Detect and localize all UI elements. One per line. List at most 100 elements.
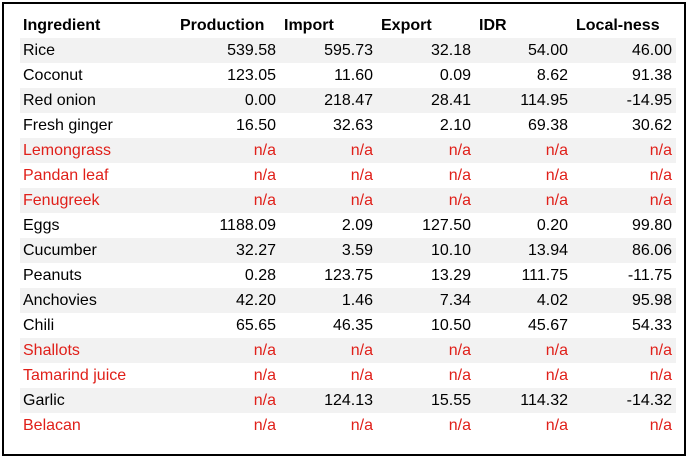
- table-row: Coconut 123.05 11.60 0.09 8.62 91.38: [20, 63, 676, 88]
- table-row: Lemongrass n/a n/a n/a n/a n/a: [20, 138, 676, 163]
- import-cell: 123.75: [324, 267, 373, 284]
- export-cell: n/a: [377, 188, 475, 213]
- table-row: Eggs 1188.09 2.09 127.50 0.20 99.80: [20, 213, 676, 238]
- ingredient-name-cell: Chili: [23, 317, 55, 334]
- localness-cell: -14.32: [572, 388, 676, 413]
- idr-cell: 114.32: [475, 388, 572, 413]
- idr-cell: n/a: [475, 138, 572, 163]
- idr-cell: n/a: [545, 367, 568, 384]
- localness-cell: n/a: [572, 138, 676, 163]
- table-row: Tamarind juice n/a n/a n/a n/a n/a: [20, 363, 676, 388]
- idr-cell: 111.75: [521, 267, 568, 284]
- table-row: Anchovies 42.20 1.46 7.34 4.02 95.98: [20, 288, 676, 313]
- ingredient-name-cell: Peanuts: [23, 267, 82, 284]
- production-cell: n/a: [180, 338, 280, 363]
- localness-cell: 91.38: [631, 67, 672, 84]
- localness-cell: 99.80: [631, 217, 672, 234]
- production-cell: n/a: [180, 388, 280, 413]
- production-cell: 65.65: [235, 317, 276, 334]
- table-row: Belacan n/a n/a n/a n/a n/a: [20, 413, 676, 438]
- production-cell: n/a: [180, 138, 280, 163]
- localness-cell: n/a: [649, 417, 672, 434]
- import-cell: 32.63: [332, 117, 373, 134]
- header-import: Import: [284, 17, 334, 34]
- ingredient-name-cell: Coconut: [23, 67, 83, 84]
- table-row: Pandan leaf n/a n/a n/a n/a n/a: [20, 163, 676, 188]
- table-row: Cucumber 32.27 3.59 10.10 13.94 86.06: [20, 238, 676, 263]
- ingredient-name-cell: Eggs: [23, 217, 60, 234]
- import-cell: n/a: [350, 167, 373, 184]
- idr-cell: 4.02: [475, 288, 572, 313]
- ingredient-name-cell: Rice: [20, 38, 180, 63]
- export-cell: 28.41: [377, 88, 475, 113]
- export-cell: n/a: [377, 338, 475, 363]
- localness-cell: n/a: [572, 188, 676, 213]
- export-cell: 2.10: [439, 117, 471, 134]
- import-cell: 3.59: [280, 238, 377, 263]
- table-row: Rice 539.58 595.73 32.18 54.00 46.00: [20, 38, 676, 63]
- localness-cell: n/a: [572, 338, 676, 363]
- localness-cell: n/a: [649, 167, 672, 184]
- idr-cell: n/a: [475, 188, 572, 213]
- localness-cell: 86.06: [572, 238, 676, 263]
- production-cell: 123.05: [227, 67, 276, 84]
- import-cell: n/a: [280, 338, 377, 363]
- import-cell: 2.09: [341, 217, 373, 234]
- ingredient-name-cell: Fenugreek: [20, 188, 180, 213]
- export-cell: 127.50: [422, 217, 471, 234]
- export-cell: n/a: [377, 138, 475, 163]
- production-cell: 16.50: [235, 117, 276, 134]
- export-cell: 0.09: [439, 67, 471, 84]
- table-body: Rice 539.58 595.73 32.18 54.00 46.00 Coconut 12…: [20, 38, 676, 438]
- ingredient-table: Ingredient Production Import Export IDR …: [20, 13, 676, 438]
- ingredient-name-cell: Anchovies: [20, 288, 180, 313]
- import-cell: n/a: [280, 188, 377, 213]
- import-cell: 595.73: [280, 38, 377, 63]
- localness-cell: -14.95: [572, 88, 676, 113]
- header-idr: IDR: [479, 17, 507, 34]
- idr-cell: 114.95: [475, 88, 572, 113]
- localness-cell: 95.98: [572, 288, 676, 313]
- header-ingredient: Ingredient: [23, 17, 101, 34]
- production-cell: n/a: [180, 188, 280, 213]
- idr-cell: 0.20: [536, 217, 568, 234]
- ingredient-name-cell: Red onion: [20, 88, 180, 113]
- export-cell: 13.29: [430, 267, 471, 284]
- production-cell: 0.28: [244, 267, 276, 284]
- localness-cell: 54.33: [631, 317, 672, 334]
- ingredient-name-cell: Lemongrass: [20, 138, 180, 163]
- export-cell: 10.10: [377, 238, 475, 263]
- ingredient-name-cell: Pandan leaf: [23, 167, 109, 184]
- idr-cell: n/a: [545, 167, 568, 184]
- ingredient-name-cell: Shallots: [20, 338, 180, 363]
- export-cell: 15.55: [377, 388, 475, 413]
- export-cell: 10.50: [430, 317, 471, 334]
- ingredient-name-cell: Tamarind juice: [23, 367, 127, 384]
- production-cell: n/a: [253, 367, 276, 384]
- table-row: Fresh ginger 16.50 32.63 2.10 69.38 30.62: [20, 113, 676, 138]
- import-cell: 218.47: [280, 88, 377, 113]
- localness-cell: -11.75: [627, 267, 672, 284]
- ingredient-name-cell: Belacan: [23, 417, 81, 434]
- table-frame: Ingredient Production Import Export IDR …: [2, 2, 686, 456]
- table-row: Fenugreek n/a n/a n/a n/a n/a: [20, 188, 676, 213]
- localness-cell: 46.00: [572, 38, 676, 63]
- export-cell: 7.34: [377, 288, 475, 313]
- localness-cell: n/a: [649, 367, 672, 384]
- import-cell: n/a: [280, 138, 377, 163]
- header-production: Production: [180, 17, 265, 34]
- ingredient-name-cell: Garlic: [20, 388, 180, 413]
- import-cell: 11.60: [334, 67, 373, 84]
- import-cell: 124.13: [280, 388, 377, 413]
- header-row: Ingredient Production Import Export IDR …: [20, 13, 676, 38]
- import-cell: n/a: [350, 417, 373, 434]
- idr-cell: 8.62: [536, 67, 568, 84]
- idr-cell: 69.38: [527, 117, 568, 134]
- production-cell: n/a: [253, 167, 276, 184]
- table-row: Garlic n/a 124.13 15.55 114.32 -14.32: [20, 388, 676, 413]
- production-cell: 1188.09: [219, 217, 276, 234]
- export-cell: n/a: [448, 367, 471, 384]
- table-row: Red onion 0.00 218.47 28.41 114.95 -14.95: [20, 88, 676, 113]
- localness-cell: 30.62: [631, 117, 672, 134]
- production-cell: 0.00: [180, 88, 280, 113]
